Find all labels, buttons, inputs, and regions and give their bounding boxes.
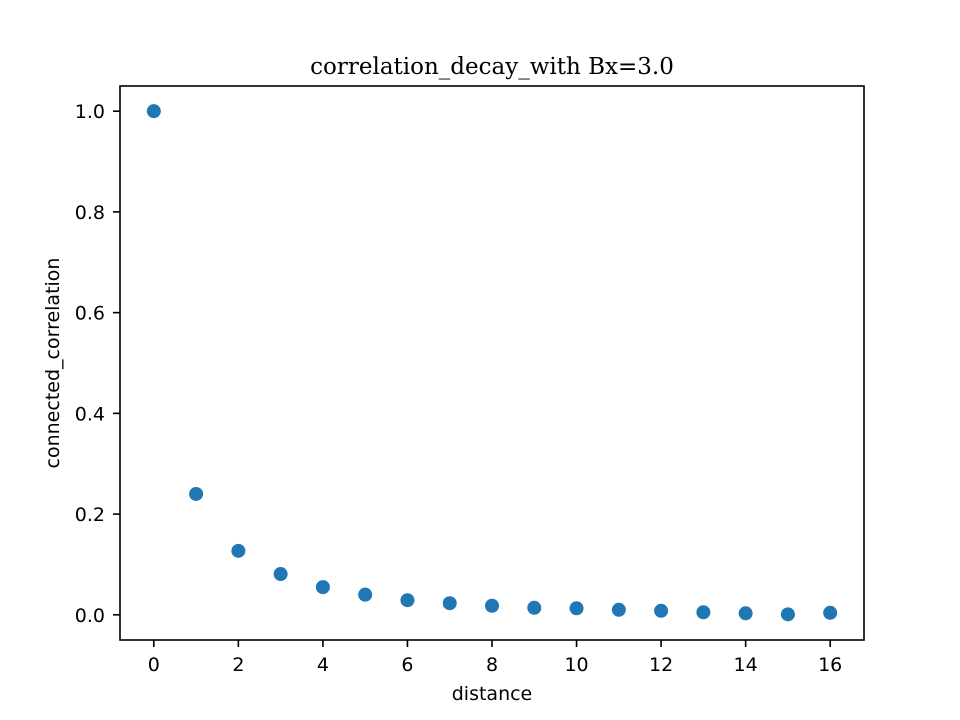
data-point [569, 601, 584, 616]
y-axis-label: connected_correlation [42, 258, 64, 469]
x-tick-label: 10 [564, 654, 588, 676]
data-point [442, 596, 457, 611]
data-point [231, 543, 246, 558]
y-tick-label: 0.6 [75, 303, 105, 325]
data-point [738, 606, 753, 621]
x-tick-label: 2 [232, 654, 244, 676]
x-tick-label: 12 [649, 654, 673, 676]
x-tick-label: 14 [734, 654, 758, 676]
y-tick-label: 1.0 [75, 101, 105, 123]
data-point [611, 602, 626, 617]
data-point [780, 607, 795, 622]
x-axis-ticks: 0 2 4 6 8 10 12 14 16 [148, 640, 842, 676]
chart-title: correlation_decay_with Bx=3.0 [310, 54, 674, 80]
data-point [273, 567, 288, 582]
data-point [400, 593, 415, 608]
data-point [527, 600, 542, 615]
x-tick-label: 8 [486, 654, 498, 676]
y-tick-label: 0.4 [75, 403, 105, 425]
data-point [485, 598, 499, 613]
data-point [315, 580, 330, 595]
data-point [823, 605, 838, 620]
data-point [696, 605, 711, 620]
x-tick-label: 4 [317, 654, 329, 676]
axes-frame [119, 85, 865, 641]
x-tick-label: 6 [401, 654, 413, 676]
x-axis-label: distance [452, 683, 533, 705]
data-points [146, 104, 838, 622]
y-tick-label: 0.0 [75, 605, 105, 627]
x-tick-label: 16 [818, 654, 842, 676]
data-point [654, 603, 669, 618]
y-tick-label: 0.2 [75, 504, 105, 526]
x-tick-label: 0 [148, 654, 160, 676]
data-point [189, 486, 204, 501]
y-tick-label: 0.8 [75, 202, 105, 224]
data-point [358, 587, 373, 602]
y-axis-ticks: 0.0 0.2 0.4 0.6 0.8 1.0 [75, 101, 120, 627]
data-point [146, 104, 161, 119]
